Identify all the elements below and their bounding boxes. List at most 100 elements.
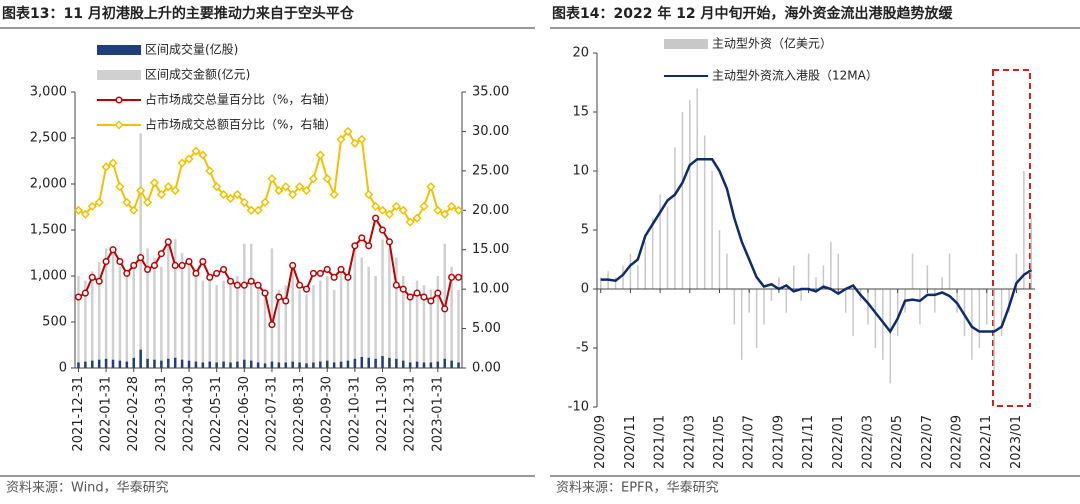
bar (339, 361, 343, 368)
point (420, 293, 428, 301)
bar (374, 276, 377, 368)
bar (1008, 289, 1010, 313)
bar (450, 360, 453, 368)
bar (381, 356, 384, 368)
bar (896, 289, 899, 337)
bar (325, 276, 329, 368)
point (102, 257, 110, 266)
point (136, 186, 146, 196)
bar (852, 289, 854, 337)
bar (1015, 253, 1018, 289)
bar (353, 358, 357, 368)
bar (360, 257, 364, 368)
bar (249, 360, 253, 368)
bar (1023, 171, 1025, 289)
point (164, 238, 172, 246)
bar (711, 171, 713, 289)
bar (778, 277, 780, 289)
point (260, 197, 270, 207)
bar (941, 277, 943, 289)
point (336, 134, 346, 144)
point (108, 158, 118, 168)
point (232, 189, 242, 200)
y-tick-label: -10 (568, 400, 589, 415)
y-tick-label: 2,500 (30, 131, 67, 146)
point (163, 182, 173, 192)
y-tick-label: -5 (576, 341, 589, 356)
x-tick-label: 2023-01-31 (430, 376, 445, 452)
bar (971, 289, 973, 360)
bar (305, 294, 308, 368)
y-tick-label: 5 (581, 223, 589, 238)
bar (97, 262, 101, 368)
bar (222, 280, 225, 368)
bar (622, 265, 624, 289)
bar (374, 358, 377, 368)
y2-tick-label: 5.00 (472, 321, 501, 336)
point (372, 214, 380, 222)
bar (91, 271, 94, 368)
bar (402, 276, 405, 368)
point (413, 289, 421, 297)
bar (763, 289, 765, 325)
bar (160, 266, 163, 368)
point (219, 189, 229, 200)
point (344, 273, 352, 281)
point (240, 281, 248, 289)
x-tick-label: 2022-07-31 (264, 376, 279, 452)
point (115, 182, 125, 192)
point (81, 289, 89, 297)
bar (822, 265, 825, 289)
bar (436, 276, 440, 368)
bar (111, 359, 115, 368)
point (212, 182, 222, 192)
point (433, 205, 443, 215)
bar (319, 280, 322, 368)
bar (1000, 289, 1003, 337)
bar (867, 289, 869, 325)
x-tick-label: 2022-09-30 (320, 376, 335, 452)
point (427, 297, 435, 305)
point (191, 146, 201, 156)
bar (194, 361, 198, 368)
bar (666, 206, 669, 289)
bar (153, 359, 156, 368)
bar (270, 361, 274, 368)
bar (208, 361, 212, 368)
bar (415, 361, 419, 368)
bar (696, 88, 698, 290)
bar (298, 289, 301, 368)
bar (629, 253, 632, 289)
bar (291, 271, 294, 368)
point (254, 281, 262, 289)
bar (402, 360, 405, 368)
bar (173, 357, 177, 368)
point (364, 189, 374, 200)
bar (263, 363, 267, 368)
point (399, 285, 407, 293)
point (150, 261, 159, 270)
bar (651, 218, 654, 289)
point (296, 281, 304, 289)
bar (450, 266, 453, 368)
point (357, 134, 367, 144)
bar (256, 285, 260, 368)
line-series (600, 157, 1032, 334)
point (253, 205, 263, 215)
bar (91, 360, 94, 368)
y2-tick-label: 30.00 (472, 124, 509, 139)
bar (194, 276, 198, 368)
bar (741, 289, 743, 360)
bar (132, 357, 135, 368)
point (315, 150, 325, 160)
bar (284, 362, 288, 368)
x-tick-label: 2021/11 (801, 415, 816, 469)
bar (125, 276, 129, 368)
x-tick-label: 2022-02-28 (126, 376, 141, 452)
x-tick-label: 2022/07 (920, 415, 935, 469)
bar (325, 360, 329, 368)
bar (77, 362, 80, 368)
point (171, 261, 179, 270)
y-tick-label: 1,000 (30, 269, 67, 284)
